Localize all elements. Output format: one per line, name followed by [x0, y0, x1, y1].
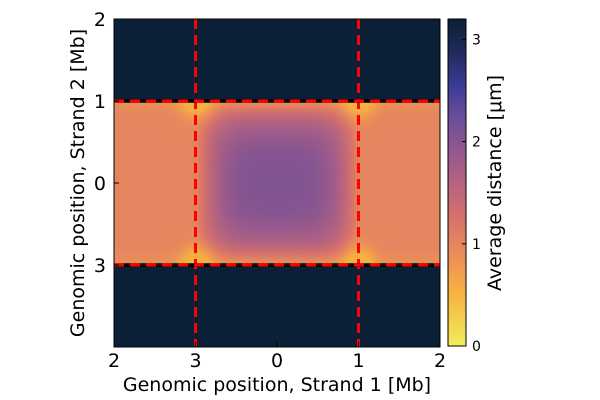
- heatmap-band: [114, 101, 440, 264]
- colorbar: 0 1 2 3 Average distance [μm]: [447, 18, 506, 355]
- x-axis-label: Genomic position, Strand 1 [Mb]: [123, 374, 431, 396]
- x-tick-label: 2: [108, 350, 120, 372]
- colorbar-tick-label: 2: [472, 135, 481, 151]
- x-tick-label: 0: [271, 350, 283, 372]
- y-tick-label: 2: [94, 9, 106, 31]
- colorbar-tick-label: 0: [472, 339, 481, 355]
- plot-area: 2 3 0 1 2 2 1 0 3: [94, 9, 446, 372]
- colorbar-ticks: 0 1 2 3: [462, 32, 481, 355]
- y-tick-label: 1: [94, 91, 106, 113]
- colorbar-label: Average distance [μm]: [484, 75, 506, 291]
- y-tick-label: 3: [94, 255, 106, 277]
- x-axis-ticks: 2 3 0 1 2: [108, 342, 446, 372]
- x-tick-label: 2: [434, 350, 446, 372]
- colorbar-tick-label: 1: [472, 237, 481, 253]
- colorbar-tick-label: 3: [472, 32, 481, 48]
- x-tick-label: 1: [352, 350, 364, 372]
- y-axis-label: Genomic position, Strand 2 [Mb]: [67, 29, 89, 337]
- y-axis-ticks: 2 1 0 3: [94, 9, 119, 277]
- y-tick-label: 0: [94, 173, 106, 195]
- dashed-guide-lines: [114, 19, 440, 347]
- colorbar-gradient: [447, 18, 467, 347]
- x-tick-label: 3: [189, 350, 201, 372]
